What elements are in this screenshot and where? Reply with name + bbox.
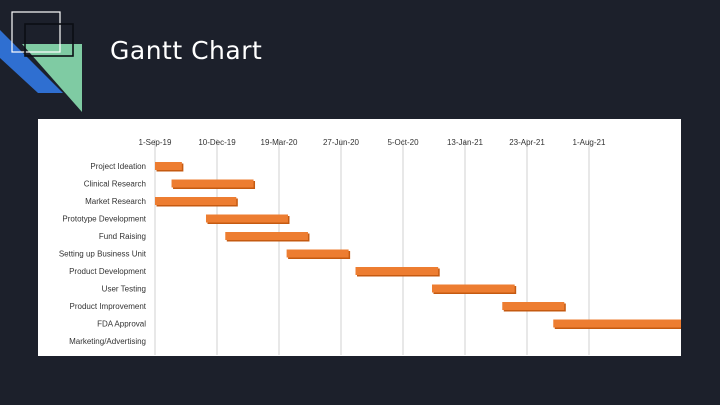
task-label: Fund Raising	[99, 232, 146, 241]
x-tick-label: 13-Jan-21	[447, 138, 484, 147]
corner-decoration	[0, 11, 82, 112]
task-bar	[205, 214, 288, 223]
outline-square-back	[11, 11, 61, 53]
x-tick-label: 23-Apr-21	[509, 138, 545, 147]
task-bar	[431, 284, 515, 293]
x-tick-label: 1-Sep-19	[139, 138, 172, 147]
task-label: Market Research	[85, 197, 146, 206]
x-tick-label: 1-Aug-21	[573, 138, 606, 147]
task-bar	[155, 197, 237, 205]
task-label: Product Improvement	[70, 302, 147, 311]
task-label: Prototype Development	[62, 215, 146, 224]
task-bar	[553, 319, 681, 328]
task-bar	[286, 249, 349, 258]
task-label: Marketing/Advertising	[69, 337, 146, 346]
x-tick-label: 27-Jun-20	[323, 138, 360, 147]
task-label: Product Development	[69, 267, 147, 276]
task-bar	[502, 302, 565, 310]
task-label: Setting up Business Unit	[59, 250, 147, 259]
outline-square-front	[24, 23, 74, 57]
task-bar	[355, 267, 439, 275]
gantt-chart-panel: 1-Sep-19 10-Dec-19 19-Mar-20 27-Jun-20 5-Oct…	[38, 119, 681, 356]
task-bar	[171, 179, 254, 188]
x-tick-label: 5-Oct-20	[387, 138, 419, 147]
task-bar	[155, 162, 182, 170]
slide-title: Gantt Chart	[110, 36, 263, 65]
blue-accent-shape	[0, 30, 63, 93]
x-tick-label: 10-Dec-19	[198, 138, 236, 147]
task-label: Clinical Research	[84, 180, 146, 189]
task-label: FDA Approval	[97, 320, 146, 329]
x-tick-label: 19-Mar-20	[261, 138, 298, 147]
task-bar	[225, 232, 308, 240]
gantt-chart: 1-Sep-19 10-Dec-19 19-Mar-20 27-Jun-20 5-Oct…	[59, 138, 681, 355]
task-label: User Testing	[102, 285, 146, 294]
green-accent-shape	[22, 44, 82, 112]
task-label: Project Ideation	[90, 162, 146, 171]
